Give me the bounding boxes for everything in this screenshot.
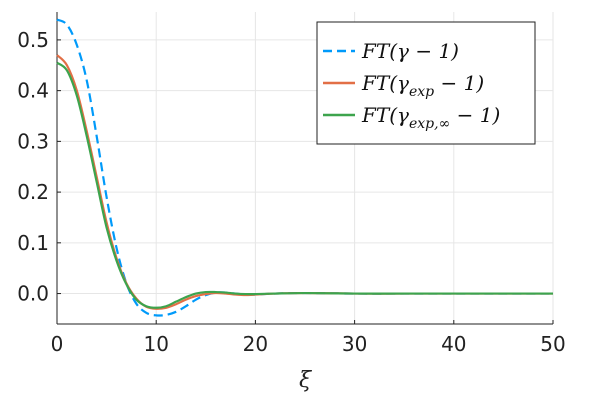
series-line-3	[56, 61, 553, 309]
y-tick-label: 0.3	[17, 129, 49, 153]
x-axis-label: ξ	[299, 368, 313, 393]
y-tick-label: 0.2	[17, 180, 49, 204]
y-tick-label: 0.5	[17, 28, 49, 52]
series-lines	[56, 18, 553, 317]
legend-label-2: FT(γexp − 1)	[361, 71, 484, 100]
x-axis-ticks: 0 10 20 30 40 50	[51, 320, 566, 356]
legend-label-3: FT(γexp,∞ − 1)	[361, 103, 500, 132]
y-axis-ticks: 0.0 0.1 0.2 0.3 0.4 0.5	[17, 28, 61, 306]
x-tick-label: 40	[441, 332, 466, 356]
x-tick-label: 10	[143, 332, 168, 356]
y-tick-label: 0.1	[17, 231, 49, 255]
x-tick-label: 50	[540, 332, 565, 356]
x-tick-label: 20	[243, 332, 268, 356]
legend-label-1: FT(γ − 1)	[361, 39, 459, 63]
x-tick-label: 0	[51, 332, 64, 356]
x-tick-label: 30	[342, 332, 367, 356]
y-tick-label: 0.0	[17, 282, 49, 306]
y-tick-label: 0.4	[17, 79, 49, 103]
series-line-1	[56, 18, 553, 317]
legend: FT(γ − 1) FT(γexp − 1) FT(γexp,∞ − 1)	[316, 21, 536, 145]
